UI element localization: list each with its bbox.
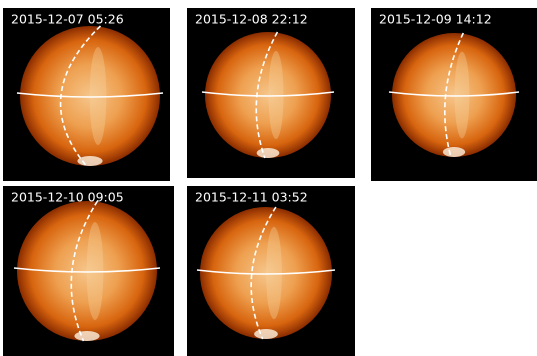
timestamp-label: 2015-12-09 14:12 bbox=[379, 12, 492, 27]
image-panel: 2015-12-07 05:26 bbox=[3, 8, 170, 181]
polar-glow bbox=[257, 148, 280, 158]
polar-glow bbox=[74, 331, 99, 341]
image-panel: 2015-12-09 14:12 bbox=[371, 8, 537, 181]
image-panel: 2015-12-11 03:52 bbox=[187, 186, 355, 356]
polar-glow bbox=[254, 329, 278, 339]
image-panel: 2015-12-10 09:05 bbox=[3, 186, 174, 356]
polar-glow bbox=[77, 156, 102, 166]
timestamp-label: 2015-12-07 05:26 bbox=[11, 12, 124, 27]
timestamp-label: 2015-12-08 22:12 bbox=[195, 12, 308, 27]
timestamp-label: 2015-12-10 09:05 bbox=[11, 190, 124, 205]
polar-glow bbox=[443, 147, 465, 157]
cloud-band bbox=[90, 47, 107, 145]
image-panel: 2015-12-08 22:12 bbox=[187, 8, 355, 178]
cloud-band bbox=[266, 227, 282, 319]
figure: 2015-12-07 05:26 2015-12-08 22:12 2015-12-… bbox=[0, 0, 537, 356]
cloud-band bbox=[455, 52, 470, 139]
timestamp-label: 2015-12-11 03:52 bbox=[195, 190, 308, 205]
cloud-band bbox=[87, 222, 104, 320]
cloud-band bbox=[268, 51, 283, 139]
